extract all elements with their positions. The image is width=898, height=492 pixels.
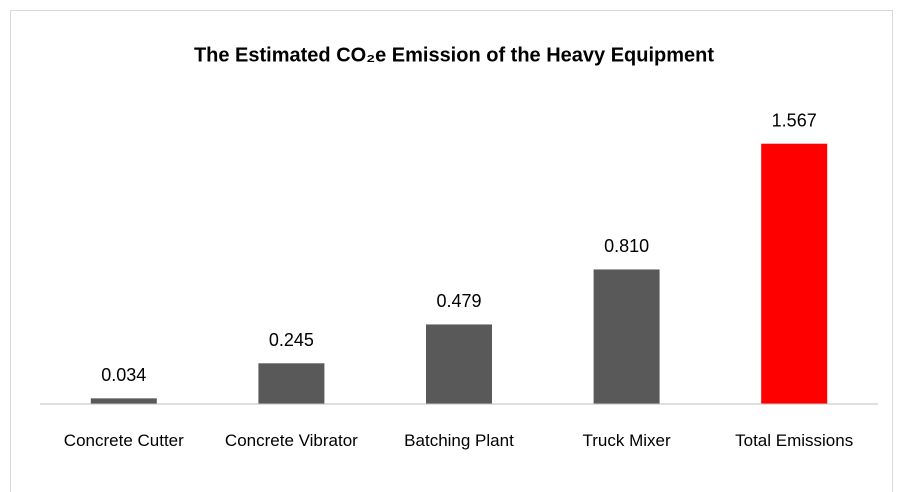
chart-title: The Estimated CO₂e Emission of the Heavy… <box>194 44 714 66</box>
x-tick-label: Concrete Vibrator <box>224 431 358 450</box>
bar <box>593 269 660 404</box>
bar <box>426 324 492 404</box>
x-tick-label: Batching Plant <box>404 431 514 450</box>
x-tick-label: Truck Mixer <box>582 431 671 450</box>
bar <box>761 143 828 404</box>
bar <box>258 363 325 404</box>
x-tick-label: Concrete Cutter <box>63 431 184 450</box>
chart-border <box>10 10 893 492</box>
value-label: 0.245 <box>269 330 314 350</box>
bar <box>90 398 157 404</box>
value-label: 0.034 <box>101 365 146 385</box>
value-label: 0.810 <box>604 236 649 256</box>
x-tick-label: Total Emissions <box>735 431 854 450</box>
value-label: 0.479 <box>436 291 481 311</box>
value-label: 1.567 <box>772 110 817 130</box>
